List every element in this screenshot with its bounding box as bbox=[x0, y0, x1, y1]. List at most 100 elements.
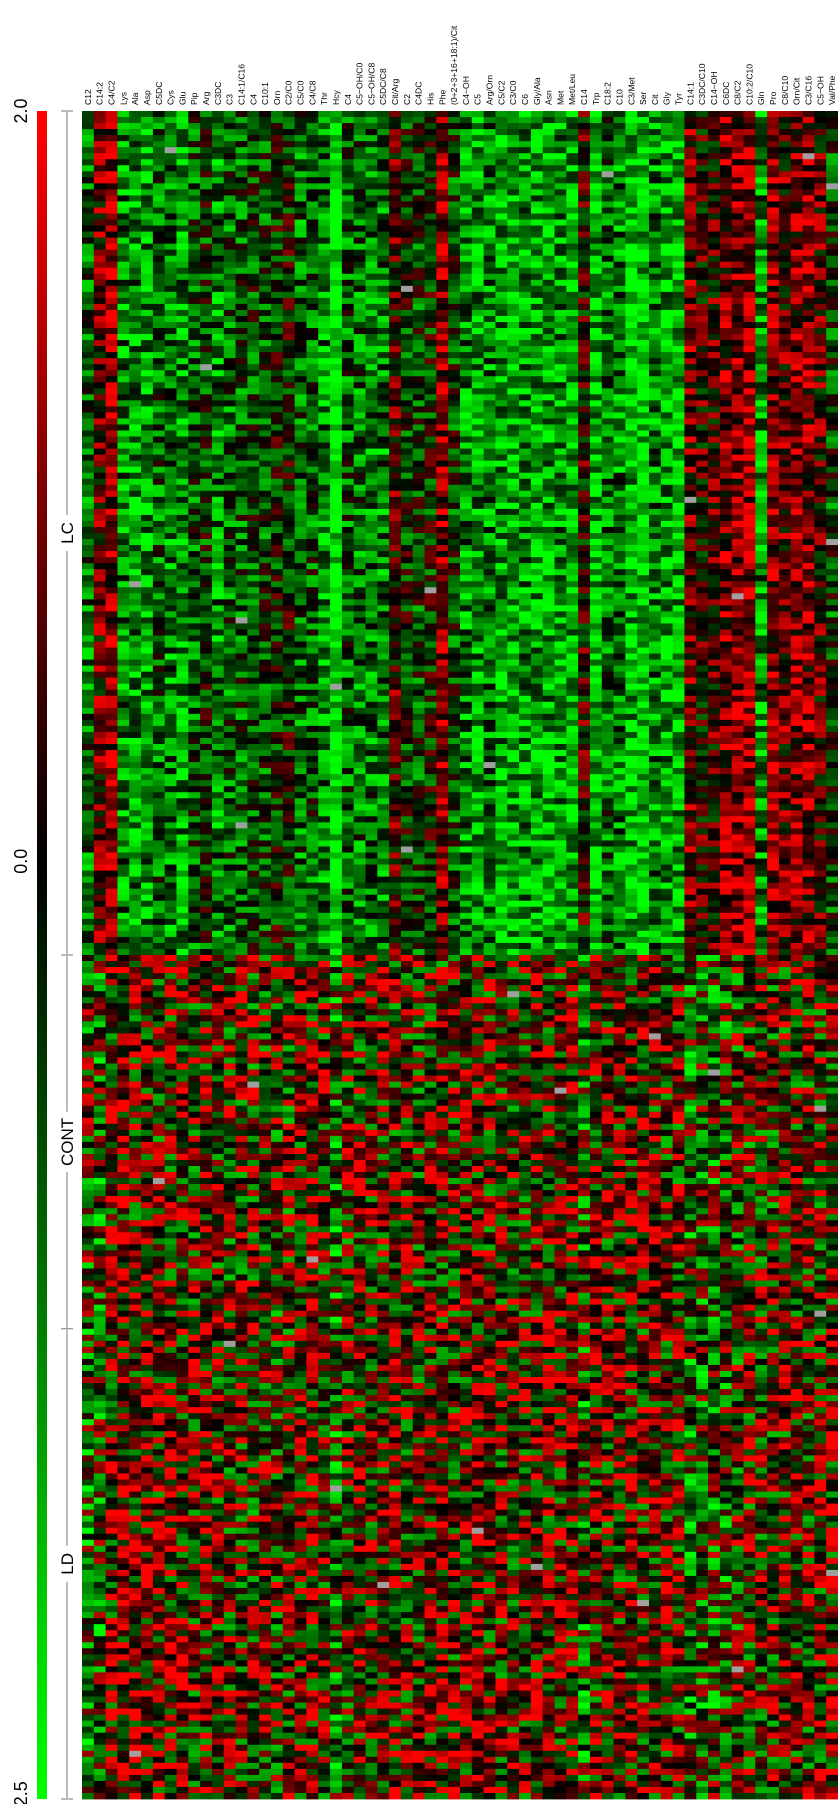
heatmap-cell bbox=[389, 123, 402, 130]
heatmap-cell bbox=[719, 496, 733, 504]
heatmap-cell bbox=[377, 135, 390, 142]
heatmap-cell bbox=[117, 129, 130, 136]
heatmap-cell bbox=[389, 382, 402, 389]
heatmap-cell bbox=[637, 291, 650, 299]
heatmap-cell bbox=[436, 496, 449, 504]
heatmap-cell bbox=[223, 520, 236, 528]
heatmap-cell bbox=[507, 533, 520, 540]
heatmap-cell bbox=[495, 442, 508, 449]
heatmap-cell bbox=[471, 533, 485, 540]
heatmap-cell bbox=[82, 219, 95, 226]
heatmap-cell bbox=[389, 406, 402, 413]
heatmap-cell bbox=[743, 237, 756, 245]
heatmap-cell bbox=[294, 436, 307, 443]
heatmap-cell bbox=[625, 213, 638, 220]
heatmap-cell bbox=[554, 557, 567, 564]
heatmap-cell bbox=[82, 436, 95, 443]
heatmap-cell bbox=[93, 213, 107, 220]
heatmap-cell bbox=[211, 346, 225, 353]
heatmap-cell bbox=[708, 285, 721, 293]
heatmap-cell bbox=[637, 382, 650, 389]
heatmap-cell bbox=[719, 466, 733, 474]
heatmap-cell bbox=[471, 334, 485, 341]
heatmap-cell bbox=[826, 533, 838, 540]
heatmap-cell bbox=[672, 563, 685, 570]
heatmap-cell bbox=[282, 285, 296, 293]
heatmap-cell bbox=[790, 177, 803, 184]
heatmap-cell bbox=[649, 297, 662, 305]
heatmap-cell bbox=[814, 466, 827, 474]
heatmap-cell bbox=[164, 394, 177, 401]
heatmap-cell bbox=[271, 370, 284, 377]
heatmap-cell bbox=[211, 207, 225, 214]
heatmap-cell bbox=[93, 406, 107, 413]
heatmap-cell bbox=[330, 545, 343, 552]
heatmap-cell bbox=[708, 460, 721, 468]
heatmap-cell bbox=[589, 545, 603, 552]
heatmap-cell bbox=[105, 514, 118, 522]
heatmap-cell bbox=[200, 364, 213, 371]
heatmap-cell bbox=[637, 394, 650, 401]
heatmap-cell bbox=[566, 376, 579, 383]
heatmap-cell bbox=[637, 533, 650, 540]
heatmap-cell bbox=[188, 207, 201, 214]
heatmap-cell bbox=[578, 231, 591, 238]
heatmap-cell bbox=[176, 551, 189, 558]
heatmap-cell bbox=[507, 225, 520, 232]
heatmap-cell bbox=[152, 207, 166, 214]
heatmap-cell bbox=[448, 141, 461, 148]
heatmap-cell bbox=[247, 466, 260, 474]
heatmap-cell bbox=[483, 249, 496, 257]
heatmap-cell bbox=[105, 400, 118, 407]
heatmap-cell bbox=[436, 472, 449, 480]
heatmap-cell bbox=[318, 575, 331, 582]
heatmap-cell bbox=[377, 237, 390, 245]
heatmap-cell bbox=[271, 201, 284, 208]
heatmap-cell bbox=[755, 406, 768, 413]
heatmap-cell bbox=[448, 195, 461, 202]
heatmap-cell bbox=[448, 526, 461, 534]
heatmap-cell bbox=[778, 141, 792, 148]
heatmap-cell bbox=[530, 183, 544, 190]
heatmap-cell bbox=[613, 267, 626, 275]
heatmap-cell bbox=[341, 334, 355, 341]
heatmap-cell bbox=[649, 430, 662, 437]
heatmap-cell bbox=[554, 315, 567, 323]
heatmap-cell bbox=[235, 376, 248, 383]
heatmap-cell bbox=[826, 219, 838, 226]
heatmap-cell bbox=[578, 484, 591, 492]
heatmap-cell bbox=[341, 520, 355, 528]
heatmap-cell bbox=[495, 412, 508, 419]
heatmap-cell bbox=[129, 514, 142, 522]
heatmap-cell bbox=[330, 430, 343, 437]
heatmap-cell bbox=[495, 165, 508, 172]
heatmap-cell bbox=[696, 183, 709, 190]
heatmap-cell bbox=[294, 243, 307, 251]
heatmap-cell bbox=[105, 442, 118, 449]
heatmap-cell bbox=[495, 261, 508, 269]
heatmap-cell bbox=[507, 364, 520, 371]
heatmap-cell bbox=[93, 418, 107, 425]
heatmap-cell bbox=[282, 340, 296, 347]
heatmap-cell bbox=[400, 147, 414, 154]
heatmap-cell bbox=[271, 569, 284, 576]
heatmap-cell bbox=[247, 195, 260, 202]
heatmap-cell bbox=[684, 183, 697, 190]
heatmap-cell bbox=[767, 291, 780, 299]
heatmap-cell bbox=[247, 575, 260, 582]
heatmap-cell bbox=[684, 141, 697, 148]
heatmap-cell bbox=[483, 123, 496, 130]
heatmap-cell bbox=[554, 520, 567, 528]
heatmap-cell bbox=[448, 273, 461, 281]
heatmap-cell bbox=[814, 267, 827, 275]
heatmap-cell bbox=[377, 315, 390, 323]
heatmap-cell bbox=[566, 123, 579, 130]
heatmap-cell bbox=[318, 147, 331, 154]
heatmap-cell bbox=[129, 430, 142, 437]
heatmap-cell bbox=[318, 340, 331, 347]
heatmap-cell bbox=[778, 297, 792, 305]
heatmap-cell bbox=[495, 129, 508, 136]
heatmap-cell bbox=[400, 563, 414, 570]
heatmap-cell bbox=[660, 309, 674, 317]
heatmap-cell bbox=[826, 412, 838, 419]
